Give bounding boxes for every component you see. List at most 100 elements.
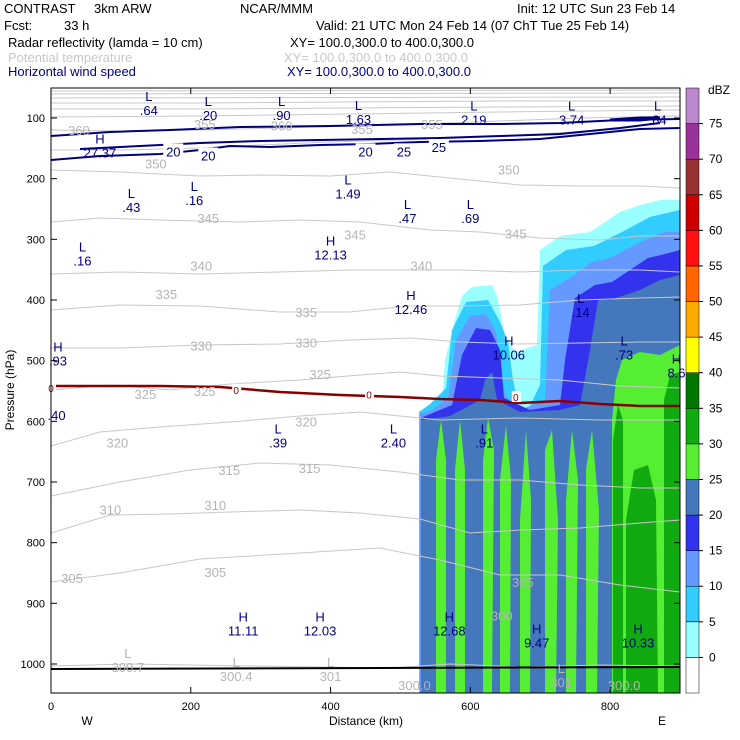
extremum-value: 300.7 [112, 660, 145, 675]
colorbar-swatch [685, 443, 700, 480]
model-label: 3km ARW [94, 1, 152, 16]
y-tick-label: 500 [27, 356, 45, 368]
theta-label: 345 [344, 227, 366, 242]
extremum-value: 300.4 [220, 669, 253, 684]
theta-contour-330 [51, 337, 680, 349]
theta-label: 310 [204, 498, 226, 513]
extremum-value: .47 [398, 211, 416, 226]
colorbar-swatch [685, 657, 700, 694]
theta-label: 330 [295, 335, 317, 350]
colorbar-swatch [685, 87, 700, 124]
field-name-wind: Horizontal wind speed [8, 64, 136, 79]
extremum-value: 9.47 [524, 636, 549, 651]
theta-contour-365 [51, 109, 680, 118]
extremum-type: L [191, 179, 198, 194]
extremum-value: 10.06 [492, 348, 525, 363]
theta-label: 360 [271, 118, 293, 133]
theta-contour-380 [51, 96, 680, 99]
y-tick-label: 200 [27, 174, 45, 186]
extremum-type: L [568, 99, 575, 114]
extremum-type: L [275, 421, 282, 436]
theta-contours [51, 89, 680, 669]
extremum-type: L [344, 173, 351, 188]
freezing-label: 0 [513, 393, 519, 404]
colorbar-swatch [685, 230, 700, 267]
extremum-type: H [504, 334, 513, 349]
colorbar-label: 25 [709, 472, 723, 486]
theta-contour-305 [51, 547, 680, 593]
x-tick-label: 800 [601, 701, 619, 713]
wind-label-bg [163, 143, 184, 158]
theta-contour-310 [51, 509, 680, 534]
colorbar-label: 75 [709, 117, 723, 131]
colorbar-label: 20 [709, 508, 723, 522]
extremum-value: .64 [140, 103, 158, 118]
ground-line [50, 666, 681, 670]
extrema-layer: L.64L.20L.90L1.63L2.19L3.74L.84H27.37L.4… [48, 89, 686, 693]
theta-label: 300 [491, 608, 513, 623]
fcst-label: Fcst: [4, 18, 33, 33]
extremum-value: .73 [615, 348, 633, 363]
wind-label-bg [428, 139, 449, 154]
y-tick-label: 100 [27, 113, 45, 125]
theta-label: 320 [107, 436, 129, 451]
colorbar-label: 50 [709, 295, 723, 309]
theta-contour-390 [51, 89, 680, 92]
colorbar-swatch [685, 585, 700, 623]
field-xy-reflectivity: XY= 100.0,300.0 to 400.0,300.0 [290, 35, 474, 50]
theta-label: 345 [197, 211, 219, 226]
theta-label: 305 [204, 565, 226, 580]
field-name-theta: Potential temperature [8, 50, 133, 65]
theta-label: 335 [295, 305, 317, 320]
wind-label: 20 [166, 144, 180, 159]
extremum-type: H [315, 610, 324, 625]
theta-contour-370 [51, 105, 680, 110]
theta-label: 325 [194, 384, 216, 399]
extremum-value: 11.11 [228, 624, 259, 639]
extremum-value: 300.0 [398, 678, 431, 693]
field-xy-wind: XY= 100.0,300.0 to 400.0,300.0 [287, 64, 471, 79]
extremum-type: H [633, 622, 642, 637]
extremum-type: L [620, 334, 627, 349]
extremum-value: 27.37 [84, 145, 117, 160]
theta-label: 325 [134, 387, 156, 402]
y-tick-label: 300 [27, 234, 45, 246]
extremum-value: .14 [572, 305, 590, 320]
extremum-type: H [532, 622, 541, 637]
colorbar-label: 60 [709, 223, 723, 237]
freezing-label: 0 [366, 391, 372, 402]
extremum-value: 12.13 [314, 247, 347, 262]
extremum-type: L [79, 239, 86, 254]
org-label: NCAR/MMM [240, 1, 313, 16]
wind-label: 20 [358, 144, 372, 159]
theta-label: 340 [190, 258, 212, 273]
extremum-value: 12.03 [304, 624, 337, 639]
valid-label: Valid: 21 UTC Mon 24 Feb 14 (07 ChT Tue … [316, 18, 630, 33]
extremum-type: L [128, 186, 135, 201]
extremum-value: 301 [320, 669, 342, 684]
extremum-type: H [445, 610, 454, 625]
ylabel: Pressure (hPa) [3, 350, 17, 431]
extremum-type: L [233, 655, 240, 670]
theta-label: 340 [411, 258, 433, 273]
colorbar-unit: dBZ [708, 83, 730, 97]
theta-label: 325 [309, 367, 331, 382]
extremum-value: 12.68 [433, 624, 466, 639]
colorbar-swatch [685, 408, 700, 445]
extremum-type: L [558, 661, 565, 676]
extremum-value: .16 [185, 193, 203, 208]
wind-label-bg [355, 143, 376, 158]
wind-label: 25 [397, 144, 411, 159]
theta-label: 355 [351, 122, 373, 137]
theta-contour-300 [51, 663, 680, 669]
extremum-type: H [238, 610, 247, 625]
y-tick-label: 600 [27, 416, 45, 428]
colorbar-label: 70 [709, 152, 723, 166]
theta-label: 350 [498, 163, 520, 178]
theta-label-layer: 350 350 345 345 345 340 340 335 335 330 330 325 325 3… [61, 117, 533, 623]
extremum-value: .84 [649, 113, 667, 128]
extremum-value: 300.0 [608, 678, 641, 693]
wind-label: 25 [432, 140, 446, 155]
extremum-type: L [467, 197, 474, 212]
